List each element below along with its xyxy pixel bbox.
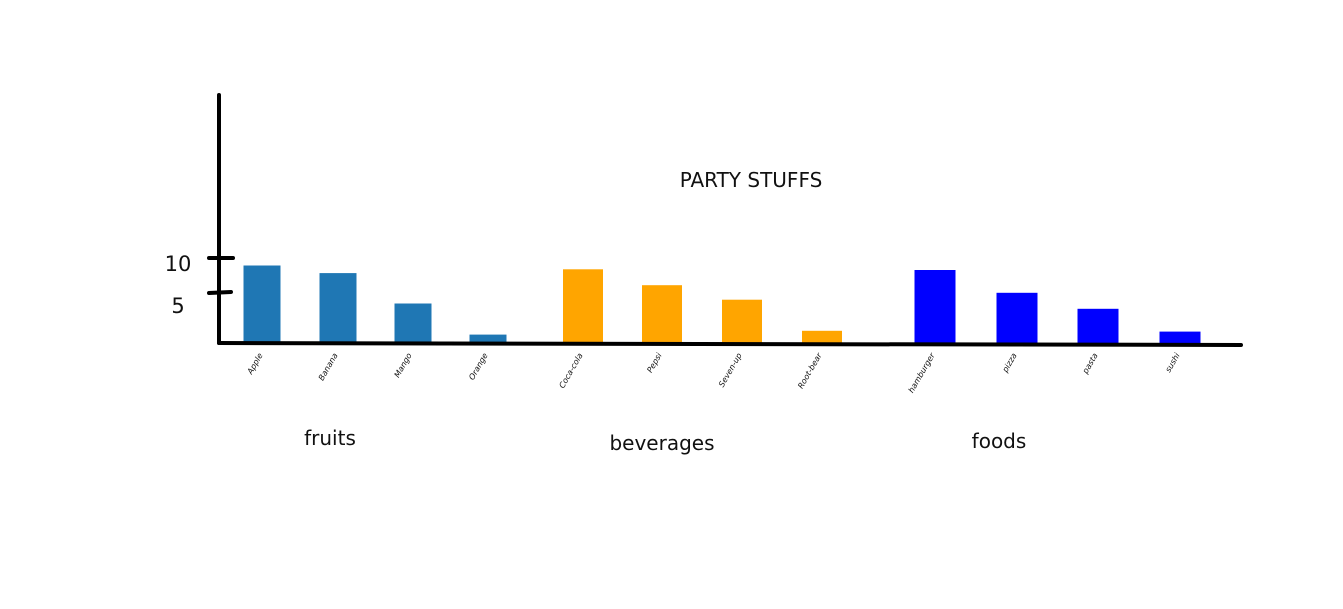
x-tick-label-apple: Apple xyxy=(245,351,265,376)
group-label-fruits: fruits xyxy=(304,426,356,450)
x-tick-label-sushi: sushi xyxy=(1164,351,1183,374)
bar-seven-up xyxy=(722,299,762,343)
bars-group-beverages xyxy=(563,269,842,343)
bar-sushi xyxy=(1159,331,1201,343)
x-tick-label-pizza: pizza xyxy=(1000,351,1019,374)
bar-pasta xyxy=(1077,308,1119,343)
bar-mango xyxy=(394,303,432,343)
bars-group-foods xyxy=(914,270,1201,343)
group-label-foods: foods xyxy=(972,429,1027,453)
bar-coca-cola xyxy=(563,269,603,343)
x-tick-label-root-bear: Root-bear xyxy=(796,351,824,390)
bars-group-fruits xyxy=(243,265,507,343)
bar-root-bear xyxy=(802,330,842,343)
bar-pepsi xyxy=(642,285,682,343)
bar-hamburger xyxy=(914,270,956,343)
x-tick-label-coca-cola: Coca-cola xyxy=(557,351,584,389)
y-tick-label-5: 5 xyxy=(171,294,184,318)
bar-pizza xyxy=(996,292,1038,343)
bar-banana xyxy=(319,273,357,343)
x-tick-label-pepsi: Pepsi xyxy=(645,351,664,375)
group-label-beverages: beverages xyxy=(609,431,714,455)
chart-title: PARTY STUFFS xyxy=(680,168,823,192)
x-tick-label-banana: Banana xyxy=(317,351,340,382)
x-tick-label-orange: Orange xyxy=(467,351,490,381)
bar-apple xyxy=(243,265,281,343)
x-tick-label-mango: Mango xyxy=(393,351,414,379)
y-tick-label-10: 10 xyxy=(165,252,192,276)
bar-orange xyxy=(469,334,507,343)
x-axis-line xyxy=(217,341,1243,347)
x-tick-label-hamburger: hamburger xyxy=(907,351,937,395)
x-tick-label-pasta: pasta xyxy=(1080,351,1099,376)
x-tick-label-seven-up: Seven-up xyxy=(717,352,744,389)
